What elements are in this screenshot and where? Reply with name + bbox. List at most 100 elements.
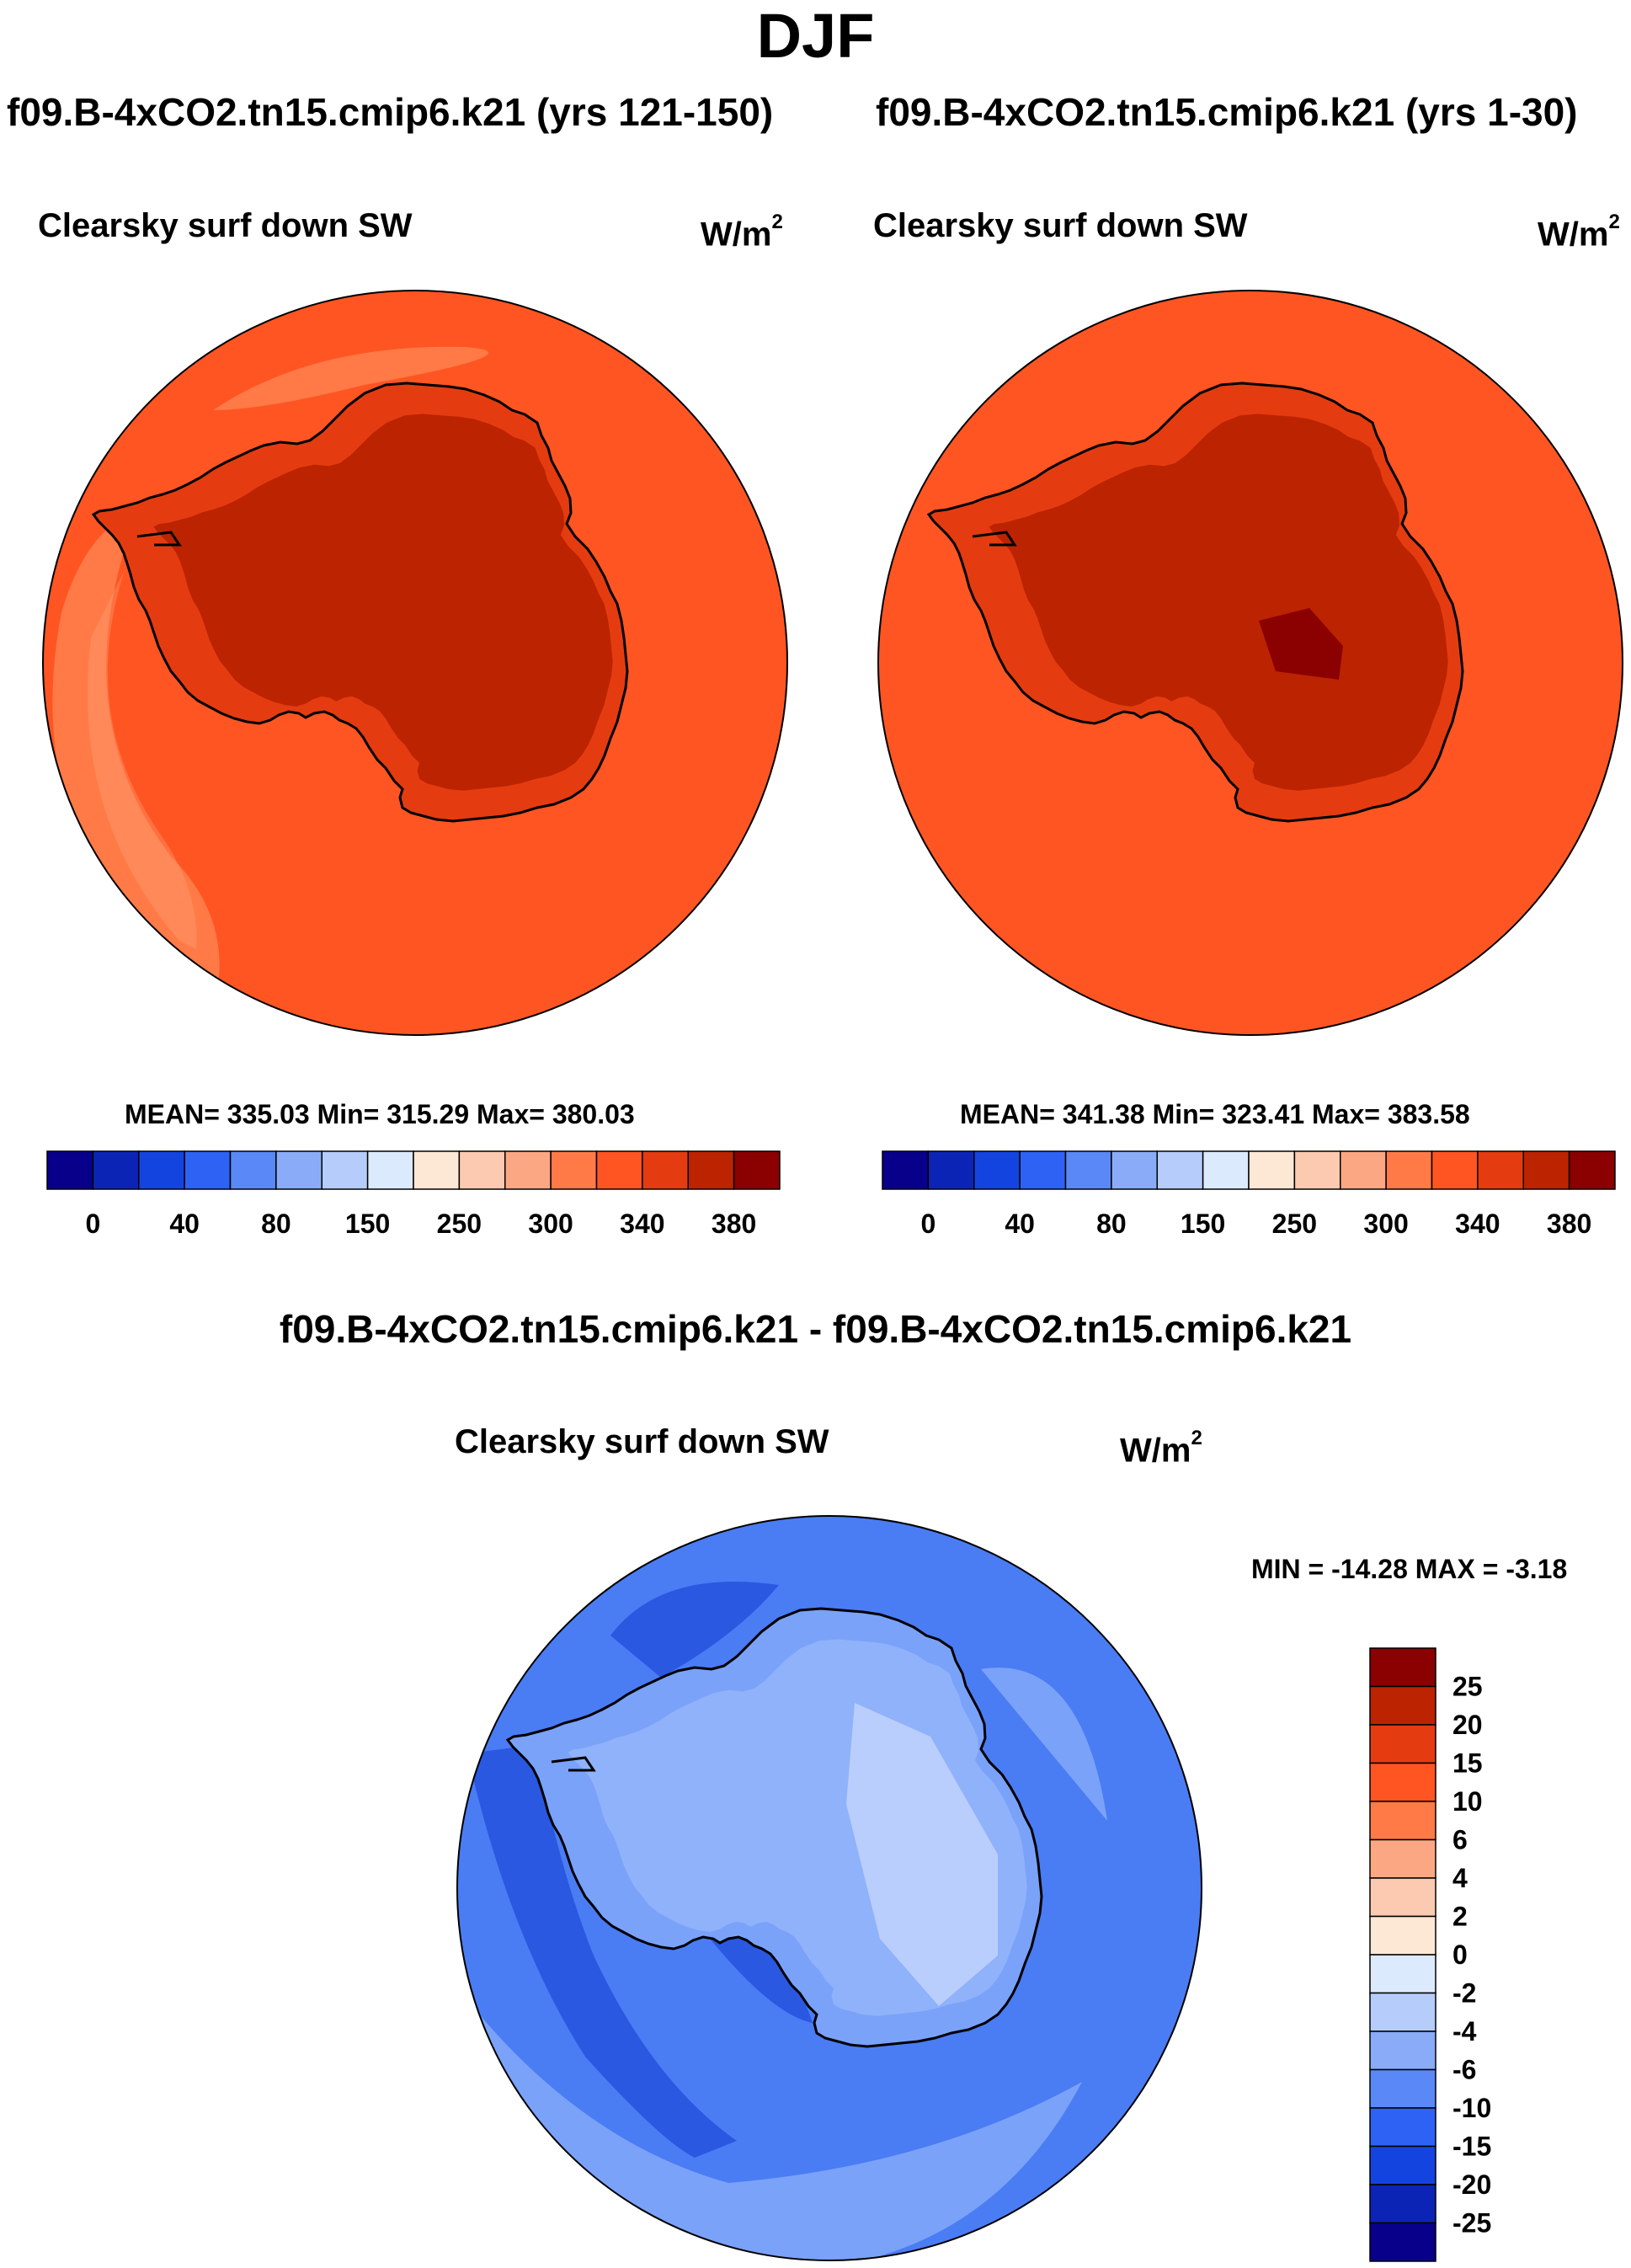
colorbar-1-swatch [413,1150,461,1190]
panel-2-variable: Clearsky surf down SW [873,207,1248,244]
panel-2-run-title: f09.B-4xCO2.tn15.cmip6.k21 (yrs 1-30) [876,90,1578,134]
diff-north-tongue [610,1582,779,1678]
panel-3-variable: Clearsky surf down SW [455,1423,829,1460]
island [46,522,59,534]
colorbar-3-swatch [1369,2184,1436,2224]
colorbar-2-swatch [1293,1150,1341,1190]
colorbar-3-tick-label: -20 [1452,2169,1491,2200]
colorbar-1-swatch [642,1150,689,1190]
ice-shelf-line [972,531,1017,547]
colorbar-3-swatch [1369,2145,1436,2185]
colorbar-2-swatch [927,1150,975,1190]
colorbar-3-swatch [1369,2068,1436,2109]
colorbar-2-swatch [882,1150,930,1190]
colorbar-1-swatch [687,1150,735,1190]
colorbar-3-tick-label: -10 [1452,2093,1491,2123]
coastal-band-light [87,570,197,949]
colorbars-layer: 0 40 80 150 250 300 340 380 0 40 80 150 250 300 340 380… [46,1150,1616,2262]
colorbar-1-tick-label: 80 [261,1209,291,1239]
island [882,522,894,534]
colorbar-2-tick-label: 0 [920,1209,935,1239]
colorbar-1-tick-label: 300 [528,1209,573,1239]
colorbar-3-tick-label: -6 [1452,2055,1476,2085]
island [461,1748,473,1759]
colorbar-2-tick-label: 300 [1363,1209,1408,1239]
colorbar-3-tick-label: 6 [1452,1825,1468,1855]
coastline [505,1607,1043,2048]
colorbar-2-tick-label: 40 [1005,1209,1035,1239]
colorbar-2-tick-label: 80 [1096,1209,1127,1239]
colorbar-1-swatch [46,1150,94,1190]
figure-title: DJF [756,1,875,71]
colorbar-3-swatch [1369,1877,1436,1918]
colorbar-2-swatch [1340,1150,1387,1190]
map-panel-1 [43,291,787,1035]
colorbar-3-swatch [1369,1915,1436,1956]
colorbar-2-swatch [1385,1150,1433,1190]
colorbar-3-tick-label: 25 [1452,1672,1483,1702]
colorbar-1-tick-label: 40 [169,1209,200,1239]
diff-west-band [467,1745,737,2158]
colorbar-3-tick-label: 2 [1452,1902,1468,1932]
panel-1-run-title: f09.B-4xCO2.tn15.cmip6.k21 (yrs 121-150) [7,90,774,134]
colorbar-1-swatch [733,1150,781,1190]
coastline [926,382,1464,823]
colorbar-2-swatch [1431,1150,1479,1190]
coastline [91,382,629,823]
colorbar-3-tick-label: -4 [1452,2016,1477,2047]
panel-1-variable: Clearsky surf down SW [38,207,413,244]
colorbar-1-tick-label: 150 [345,1209,390,1239]
colorbar-2-swatch [1477,1150,1524,1190]
colorbar-3-swatch [1369,2222,1436,2262]
colorbar-3-tick-label: -15 [1452,2132,1491,2162]
ice-shelf-line [551,1756,596,1772]
map-boundary [42,290,788,1036]
colorbar-1-tick-label: 0 [85,1209,100,1239]
colorbar-1-swatch [550,1150,598,1190]
colorbar-3-swatch [1369,1724,1436,1764]
colorbar-2-swatch [1064,1150,1112,1190]
colorbar-3-swatch [1369,1647,1436,1688]
colorbar-3-tick-label: -25 [1452,2208,1491,2239]
panel-3-units: W/m2 [1120,1427,1202,1470]
island [77,435,88,447]
colorbar-2-tick-label: 380 [1547,1209,1591,1239]
colorbar-2-swatch [1156,1150,1204,1190]
colorbar-1-tick-label: 250 [437,1209,482,1239]
colorbar-2-swatch [1111,1150,1158,1190]
colorbar-3-tick-label: 10 [1452,1786,1483,1817]
colorbar-1-swatch [229,1150,277,1190]
colorbar-2-swatch [973,1150,1021,1190]
colorbar-3-swatch [1369,1801,1436,1841]
map-boundary [877,290,1623,1036]
map-boundary [456,1515,1202,2261]
colorbar-1-swatch [92,1150,140,1190]
panel-2-units: W/m2 [1538,211,1620,253]
colorbar-3-swatch [1369,2031,1436,2071]
continent-interior [989,414,1448,791]
diff-east-ring [981,1668,1107,1821]
colorbar-3-swatch [1369,2107,1436,2148]
colorbar-2-swatch [1019,1150,1067,1190]
colorbar-3-tick-label: -2 [1452,1978,1476,2009]
panel-1-stats: MEAN= 335.03 Min= 315.29 Max= 380.03 [125,1099,635,1129]
colorbar-1-swatch [458,1150,506,1190]
colorbar-3-swatch [1369,1762,1436,1802]
colorbar-1-swatch [184,1150,232,1190]
colorbar-3-tick-label: 0 [1452,1940,1468,1970]
colorbar-3-swatch [1369,1992,1436,2032]
map-panel-3 [457,1516,1202,2260]
colorbar-3-swatch [1369,1838,1436,1879]
continent-interior [153,414,613,791]
northern-band [213,346,488,410]
panel-3-minmax: MIN = -14.28 MAX = -3.18 [1251,1554,1568,1584]
diff-light-interior [846,1703,998,2006]
maps-layer [42,290,1623,2261]
colorbar-1-swatch [504,1150,552,1190]
colorbar-2-tick-label: 340 [1455,1209,1500,1239]
island [491,1660,503,1673]
panel-2-stats: MEAN= 341.38 Min= 323.41 Max= 383.58 [960,1099,1470,1129]
difference-title: f09.B-4xCO2.tn15.cmip6.k21 - f09.B-4xCO2… [279,1307,1352,1351]
colorbar-3-swatch [1369,1954,1436,1994]
